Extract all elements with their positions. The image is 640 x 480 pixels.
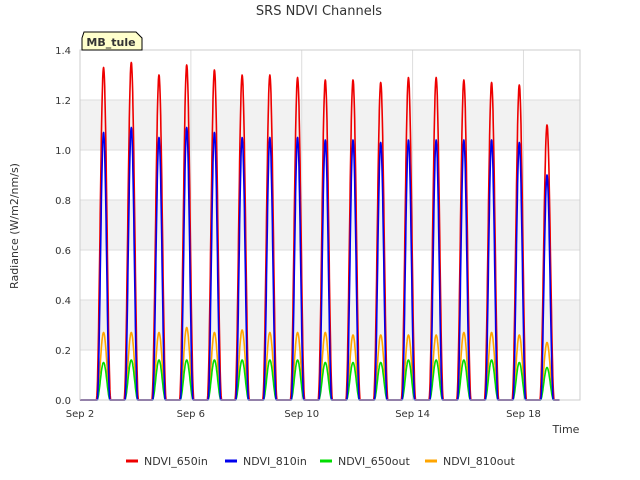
axes: 0.0 0.2 0.4 0.6 0.8 1.0 1.2 1.4 Sep 2 Sep 6 Sep 10… <box>55 46 581 420</box>
site-label-badge: MB_tule <box>81 31 143 51</box>
x-axis-label: Time <box>552 423 580 436</box>
legend: NDVI_650in NDVI_810in NDVI_650out NDVI_810o… <box>126 455 515 468</box>
x-tick-label: Sep 18 <box>506 409 541 420</box>
plot-frame <box>79 49 581 401</box>
y-tick-label: 0.6 <box>55 246 71 257</box>
legend-label: NDVI_810in <box>243 455 307 468</box>
x-tick-label: Sep 10 <box>284 409 319 420</box>
site-label-text: MB_tule <box>86 36 135 49</box>
legend-label: NDVI_650in <box>144 455 208 468</box>
y-tick-label: 1.4 <box>55 46 71 57</box>
y-tick-label: 1.0 <box>55 146 71 157</box>
x-tick-label: Sep 2 <box>66 409 94 420</box>
y-tick-label: 0.8 <box>55 196 71 207</box>
legend-label: NDVI_810out <box>443 455 515 468</box>
plot-bands <box>80 50 580 400</box>
y-tick-label: 1.2 <box>55 96 71 107</box>
site-label-box <box>81 31 143 51</box>
y-tick-label: 0.0 <box>55 396 71 407</box>
x-tick-label: Sep 14 <box>395 409 430 420</box>
legend-label: NDVI_650out <box>338 455 410 468</box>
plot-band <box>80 100 580 150</box>
y-tick-label: 0.4 <box>55 296 71 307</box>
y-axis-label: Radiance (W/m2/nm/s) <box>8 163 21 289</box>
chart-title: SRS NDVI Channels <box>256 4 382 19</box>
x-tick-label: Sep 6 <box>177 409 205 420</box>
y-tick-label: 0.2 <box>55 346 71 357</box>
